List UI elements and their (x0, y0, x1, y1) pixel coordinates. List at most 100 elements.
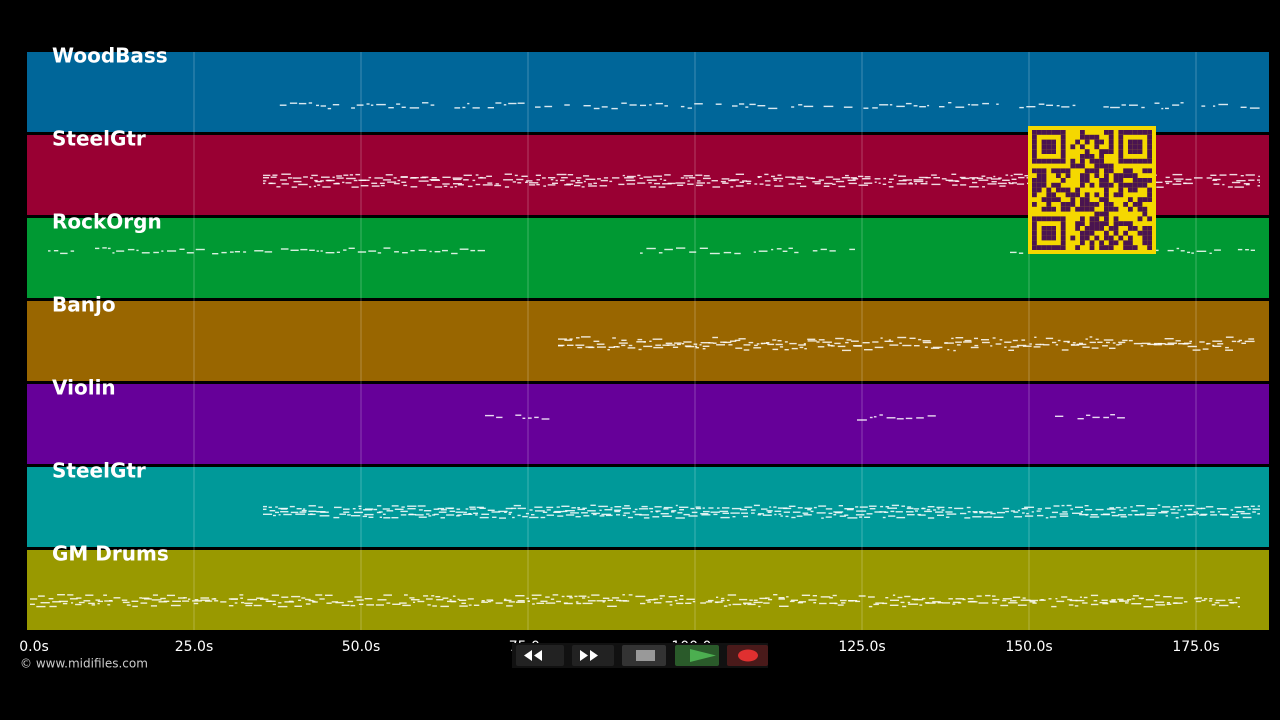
note (751, 512, 755, 514)
note (703, 510, 710, 513)
note (998, 177, 1002, 179)
qr-cell (1108, 139, 1114, 145)
note (866, 513, 873, 515)
note (40, 602, 50, 604)
note (1079, 513, 1089, 516)
note (693, 343, 698, 345)
note (557, 515, 564, 517)
note (749, 599, 753, 601)
qr-cell (1137, 178, 1143, 183)
record-button[interactable] (727, 645, 768, 666)
rewind-button[interactable] (516, 645, 564, 666)
note (316, 250, 319, 252)
note (1175, 517, 1179, 519)
note (1214, 602, 1220, 604)
note (279, 104, 287, 106)
note (874, 178, 881, 180)
note (646, 247, 656, 250)
note (1117, 417, 1125, 419)
note (996, 103, 999, 105)
note (895, 511, 903, 513)
qr-cell (1060, 216, 1066, 222)
note (433, 513, 439, 516)
note (1022, 597, 1026, 599)
note (723, 341, 732, 344)
note (234, 602, 238, 604)
note (785, 176, 795, 178)
note (835, 180, 845, 183)
note (577, 180, 581, 182)
note (915, 510, 918, 512)
note (391, 517, 399, 519)
note (548, 177, 556, 179)
note (784, 349, 789, 351)
note (1184, 342, 1192, 344)
note (536, 183, 540, 186)
qr-cell (1137, 230, 1143, 236)
play-button[interactable] (675, 645, 719, 666)
note (280, 248, 289, 250)
qr-cell (1108, 163, 1114, 169)
qr-cell (1060, 226, 1066, 231)
note (380, 184, 385, 187)
note (896, 516, 906, 519)
note (971, 104, 979, 106)
track-name: GM Drums (52, 542, 169, 566)
qr-cell (1089, 134, 1095, 140)
note (1038, 103, 1045, 105)
qr-cell (1128, 235, 1133, 241)
note (1101, 599, 1108, 601)
note (1209, 252, 1212, 254)
note (931, 174, 937, 176)
note (443, 185, 448, 187)
note (1155, 181, 1163, 183)
note (783, 507, 792, 510)
note (973, 511, 978, 514)
forward-button[interactable] (572, 645, 614, 666)
note (1178, 343, 1186, 345)
note (167, 250, 177, 252)
note (863, 182, 873, 184)
note (634, 513, 642, 516)
note (862, 178, 871, 180)
note (377, 252, 382, 254)
note (426, 513, 430, 515)
note (835, 337, 844, 340)
note (926, 602, 936, 604)
note (908, 183, 913, 185)
note (990, 178, 1001, 180)
note (637, 338, 643, 341)
qr-cell (1060, 130, 1066, 135)
note (345, 182, 352, 184)
note (351, 107, 355, 109)
note (878, 182, 881, 184)
note (804, 507, 813, 509)
stop-button[interactable] (622, 645, 666, 666)
note (924, 510, 932, 513)
note (1216, 508, 1227, 510)
note (1230, 602, 1234, 604)
note (1116, 344, 1120, 346)
note (485, 414, 494, 417)
note (741, 512, 748, 514)
note (671, 510, 677, 512)
note (1147, 343, 1157, 346)
note (728, 344, 733, 346)
note (614, 506, 622, 508)
note (1082, 602, 1088, 604)
note (1122, 339, 1128, 342)
qr-cell (1142, 211, 1148, 217)
note (432, 514, 436, 516)
note (346, 177, 356, 180)
note (234, 251, 240, 253)
note (705, 601, 713, 603)
qr-cell (1104, 163, 1109, 169)
note (622, 174, 625, 177)
note (1109, 347, 1116, 349)
note (659, 597, 663, 600)
note (653, 175, 662, 177)
note (666, 344, 676, 346)
note (702, 345, 710, 347)
note (183, 597, 187, 599)
note (1091, 347, 1099, 349)
